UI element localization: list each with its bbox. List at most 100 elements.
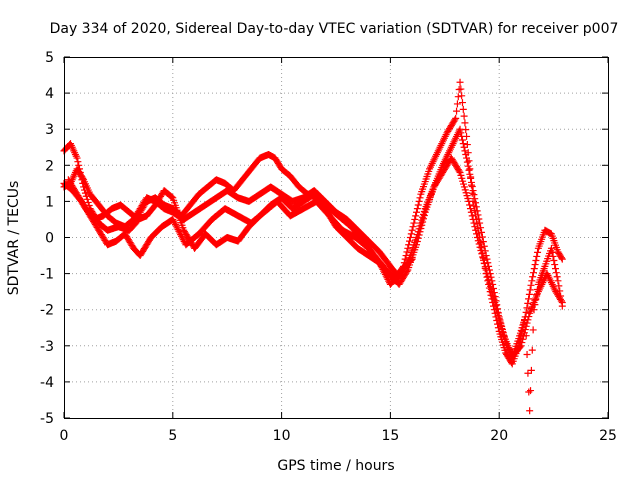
data-point [495,315,503,323]
data-point [379,265,387,273]
data-point [413,208,421,216]
data-point [483,269,491,277]
x-tick-label: 10 [273,428,291,444]
data-point [476,243,484,251]
data-point [471,223,479,231]
data-point [472,226,480,234]
data-point [84,198,92,206]
data-point [533,252,541,260]
data-point [517,342,525,350]
data-point [516,343,524,351]
data-point [419,215,427,223]
data-point [551,261,559,269]
data-points [60,78,566,415]
data-point [524,299,532,307]
data-point [548,248,556,256]
data-point [376,259,384,267]
data-point [455,167,463,175]
data-point [458,99,466,107]
data-point [554,277,562,285]
data-point [410,219,418,227]
data-point [519,335,527,343]
data-point [522,308,530,316]
data-point [483,255,491,263]
data-point [480,256,488,264]
data-point [464,162,472,170]
data-point [549,252,557,260]
data-point [478,250,486,258]
x-tick-label: 0 [60,428,69,444]
data-point [415,231,423,239]
data-point [466,170,474,178]
data-point [418,221,426,229]
y-tick-label: -5 [40,411,54,427]
data-point [493,305,501,313]
data-point [463,158,471,166]
data-point [413,237,421,245]
data-point [529,273,537,281]
data-point [472,203,480,211]
data-point [528,277,536,285]
data-point [527,387,535,395]
series-trace-1 [60,78,566,368]
data-point [412,212,420,220]
data-point [404,244,412,252]
data-point [413,241,421,249]
data-point [459,140,467,148]
y-tick-label: 4 [45,86,54,102]
data-point [83,195,91,203]
data-point [377,262,385,270]
data-point [475,240,483,248]
data-point [487,285,495,293]
data-point [413,205,421,213]
data-point [415,197,423,205]
data-point [414,201,422,209]
data-point [473,230,481,238]
y-tick-label: 0 [45,231,54,247]
x-tick-label: 5 [168,428,177,444]
data-point [488,289,496,297]
data-point [168,193,176,201]
data-point [498,324,506,332]
chart-title: Day 334 of 2020, Sidereal Day-to-day VTE… [50,21,619,37]
y-tick-label: -4 [40,375,54,391]
data-point [529,326,537,334]
data-point [468,183,476,191]
data-point [558,255,566,263]
y-tick-label: 1 [45,194,54,210]
data-point [471,195,479,203]
data-point [384,275,392,283]
data-point [547,244,555,252]
data-point [419,218,427,226]
data-point [490,295,498,303]
data-point [456,125,464,133]
data-point [557,297,565,305]
data-point [416,194,424,202]
data-point [484,272,492,280]
data-point [558,298,566,306]
data-point [521,326,529,334]
x-axis-label: GPS time / hours [277,458,394,474]
data-point [74,158,82,166]
data-point [528,346,536,354]
data-point [526,407,534,415]
data-point [381,269,389,277]
data-point [75,161,83,169]
data-point [534,248,542,256]
data-point [482,266,490,274]
data-point [458,136,466,144]
data-point [497,321,505,329]
data-point [480,242,488,250]
data-point [411,215,419,223]
data-point [477,246,485,254]
data-point [523,304,531,312]
data-point [453,100,461,108]
data-point [409,223,417,231]
data-point [529,269,537,277]
data-point [465,166,473,174]
data-point [382,272,390,280]
data-point [458,92,466,100]
data-point [525,388,533,396]
data-point [485,276,493,284]
data-point [380,267,388,275]
